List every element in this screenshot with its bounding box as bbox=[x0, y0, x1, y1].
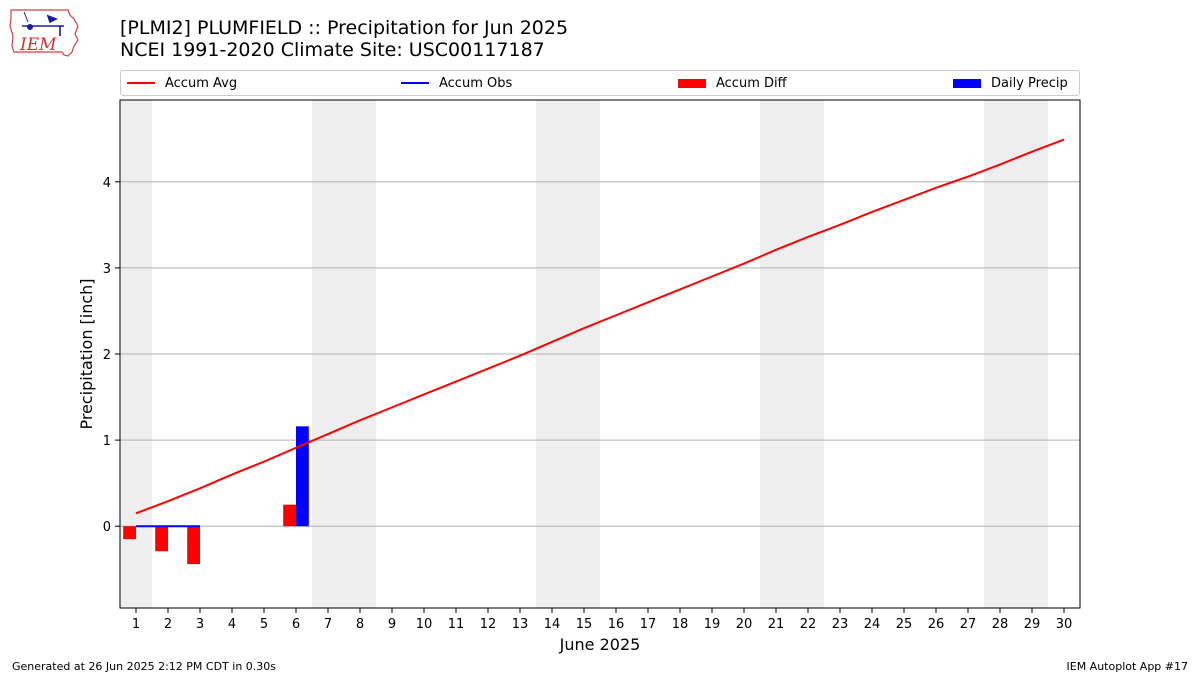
xtick-label-24: 24 bbox=[864, 617, 881, 632]
bar-accum-diff-day-3 bbox=[187, 526, 200, 565]
legend-label-accum-avg: Accum Avg bbox=[165, 75, 238, 91]
title-line-2: NCEI 1991-2020 Climate Site: USC00117187 bbox=[120, 39, 545, 61]
xtick-label-26: 26 bbox=[928, 617, 945, 632]
legend-swatch-accum-obs bbox=[401, 82, 429, 84]
xtick-label-18: 18 bbox=[672, 617, 689, 632]
xtick-label-22: 22 bbox=[800, 617, 817, 632]
ytick-label-1: 1 bbox=[103, 434, 111, 449]
xtick-label-14: 14 bbox=[544, 617, 561, 632]
xtick-label-30: 30 bbox=[1056, 617, 1073, 632]
xtick-label-25: 25 bbox=[896, 617, 913, 632]
xtick-label-20: 20 bbox=[736, 617, 753, 632]
ytick-label-0: 0 bbox=[103, 520, 111, 535]
xtick-label-6: 6 bbox=[292, 617, 300, 632]
xtick-label-16: 16 bbox=[608, 617, 625, 632]
y-axis-label: Precipitation [inch] bbox=[77, 278, 96, 429]
legend: Accum Avg Accum Obs Accum Diff Daily Pre… bbox=[120, 70, 1080, 96]
xtick-label-17: 17 bbox=[640, 617, 657, 632]
line-accum-avg bbox=[135, 138, 1065, 515]
legend-swatch-accum-avg bbox=[127, 82, 155, 84]
bar-daily-precip-day-6 bbox=[296, 426, 309, 527]
ytick-label-4: 4 bbox=[103, 176, 111, 191]
legend-item-accum-diff: Accum Diff bbox=[678, 75, 787, 91]
xtick-label-23: 23 bbox=[832, 617, 849, 632]
xtick-label-15: 15 bbox=[576, 617, 593, 632]
ytick-label-2: 2 bbox=[103, 348, 111, 363]
legend-swatch-daily-precip bbox=[953, 78, 981, 88]
xtick-label-1: 1 bbox=[132, 617, 140, 632]
xtick-label-9: 9 bbox=[388, 617, 396, 632]
footer-generated: Generated at 26 Jun 2025 2:12 PM CDT in … bbox=[12, 660, 277, 673]
legend-item-accum-avg: Accum Avg bbox=[127, 75, 237, 91]
logo-text: IEM bbox=[19, 35, 57, 55]
plot-frame bbox=[119, 99, 1081, 609]
iem-logo: IEM bbox=[9, 9, 79, 57]
xtick-label-10: 10 bbox=[416, 617, 433, 632]
xtick-label-21: 21 bbox=[768, 617, 785, 632]
title-line-1: [PLMI2] PLUMFIELD :: Precipitation for J… bbox=[120, 17, 569, 39]
xtick-label-12: 12 bbox=[480, 617, 497, 632]
xtick-label-8: 8 bbox=[356, 617, 364, 632]
xtick-label-27: 27 bbox=[960, 617, 977, 632]
bar-accum-diff-day-2 bbox=[155, 526, 168, 552]
xtick-label-28: 28 bbox=[992, 617, 1009, 632]
legend-label-accum-obs: Accum Obs bbox=[439, 75, 513, 91]
legend-label-daily-precip: Daily Precip bbox=[991, 75, 1068, 91]
xtick-label-5: 5 bbox=[260, 617, 268, 632]
xtick-label-13: 13 bbox=[512, 617, 529, 632]
xtick-label-11: 11 bbox=[448, 617, 465, 632]
xtick-label-7: 7 bbox=[324, 617, 332, 632]
xtick-label-29: 29 bbox=[1024, 617, 1041, 632]
xtick-label-2: 2 bbox=[164, 617, 172, 632]
weather-station-icon bbox=[22, 11, 64, 36]
legend-label-accum-diff: Accum Diff bbox=[716, 75, 787, 91]
xtick-label-3: 3 bbox=[196, 617, 204, 632]
ytick-label-3: 3 bbox=[103, 262, 111, 277]
bar-accum-diff-day-6 bbox=[283, 504, 296, 527]
legend-item-daily-precip: Daily Precip bbox=[953, 75, 1068, 91]
iowa-state-outline bbox=[9, 9, 79, 57]
bar-accum-diff-day-1 bbox=[123, 526, 136, 540]
xtick-label-19: 19 bbox=[704, 617, 721, 632]
x-axis-label: June 2025 bbox=[559, 635, 641, 654]
xtick-label-4: 4 bbox=[228, 617, 236, 632]
footer-app-id: IEM Autoplot App #17 bbox=[1066, 660, 1189, 673]
legend-item-accum-obs: Accum Obs bbox=[401, 75, 512, 91]
legend-swatch-accum-diff bbox=[678, 78, 706, 88]
chart-title: [PLMI2] PLUMFIELD :: Precipitation for J… bbox=[120, 17, 568, 61]
